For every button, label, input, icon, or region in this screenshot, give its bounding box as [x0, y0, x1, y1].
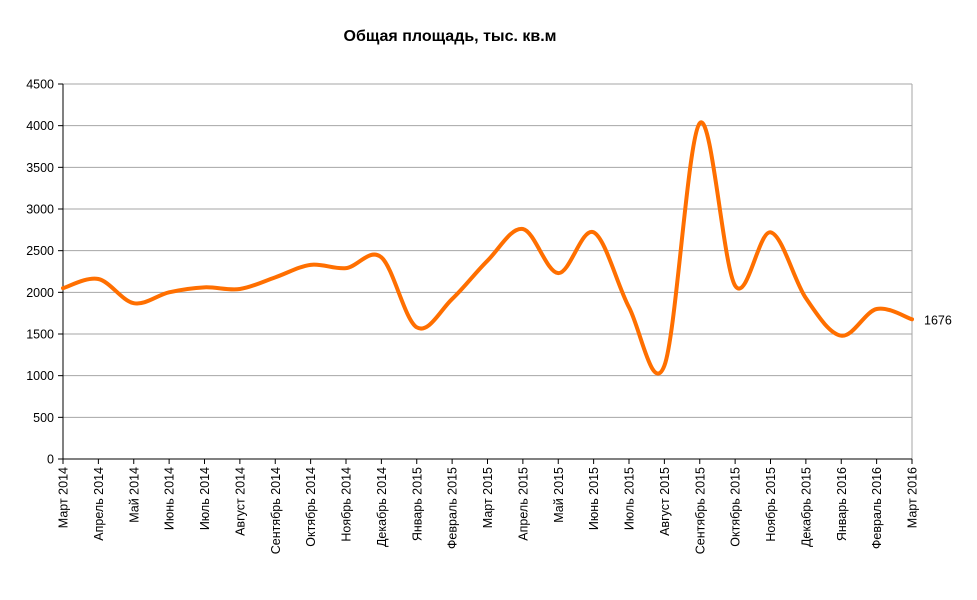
x-tick-label-3: Июнь 2014 [163, 467, 177, 530]
x-tick-label-10: Январь 2015 [410, 467, 424, 541]
x-tick-label-6: Сентябрь 2014 [269, 467, 283, 554]
x-tick-label-24: Март 2016 [906, 467, 920, 528]
x-tick-label-1: Апрель 2014 [92, 467, 106, 541]
chart-title: Общая площадь, тыс. кв.м [343, 28, 557, 45]
y-tick-label-0: 0 [47, 453, 54, 467]
data-label-0: 1676 [924, 313, 952, 327]
y-tick-label-6: 3000 [26, 203, 54, 217]
x-tick-label-2: Май 2014 [127, 467, 141, 523]
x-tick-label-15: Июнь 2015 [587, 467, 601, 530]
x-tick-label-21: Декабрь 2015 [799, 467, 813, 547]
x-tick-label-14: Май 2015 [552, 467, 566, 523]
y-tick-label-5: 2500 [26, 244, 54, 258]
x-tick-label-0: Март 2014 [57, 467, 71, 528]
y-tick-label-4: 2000 [26, 286, 54, 300]
y-tick-label-3: 1500 [26, 328, 54, 342]
y-tick-label-9: 4500 [26, 78, 54, 92]
x-tick-label-20: Ноябрь 2015 [764, 467, 778, 542]
x-tick-label-12: Март 2015 [481, 467, 495, 528]
x-tick-label-13: Апрель 2015 [516, 467, 530, 541]
x-tick-label-16: Июль 2015 [623, 467, 637, 530]
x-tick-label-18: Сентябрь 2015 [693, 467, 707, 554]
x-tick-label-8: Ноябрь 2014 [340, 467, 354, 542]
x-tick-label-9: Декабрь 2014 [375, 467, 389, 547]
x-tick-label-23: Февраль 2016 [870, 467, 884, 549]
x-tick-label-17: Август 2015 [658, 467, 672, 536]
y-tick-label-1: 500 [33, 411, 54, 425]
series-line-0 [61, 120, 914, 376]
x-tick-label-7: Октябрь 2014 [304, 467, 318, 547]
x-tick-label-5: Август 2014 [233, 467, 247, 536]
y-tick-label-7: 3500 [26, 161, 54, 175]
y-tick-label-8: 4000 [26, 119, 54, 133]
x-tick-label-4: Июль 2014 [198, 467, 212, 530]
x-tick-label-19: Октябрь 2015 [729, 467, 743, 547]
x-tick-label-11: Февраль 2015 [446, 467, 460, 549]
x-tick-label-22: Январь 2016 [835, 467, 849, 541]
y-tick-label-2: 1000 [26, 369, 54, 383]
